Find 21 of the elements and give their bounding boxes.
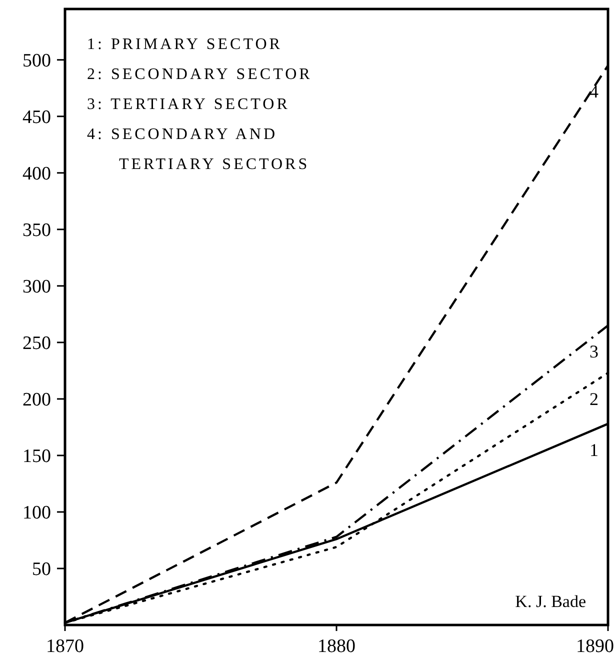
annotation: 4: SECONDARY AND TERTIARY SECTORS [87, 126, 310, 173]
y-tick-label: 100 [22, 502, 51, 524]
y-tick-label: 350 [22, 220, 51, 242]
y-tick-label: 50 [32, 559, 51, 580]
y-tick-label: 450 [22, 107, 51, 128]
annotation: 1: PRIMARY SECTOR [87, 36, 282, 53]
annotation: 2: SECONDARY SECTOR [87, 66, 312, 83]
series-label: 1 [590, 440, 598, 460]
y-tick-label: 250 [22, 333, 51, 354]
series-label: 2 [590, 388, 598, 409]
x-tick-label: 1880 [318, 636, 356, 657]
annotation: K. J. Bade [515, 592, 586, 611]
y-tick-label: 500 [22, 50, 51, 72]
y-tick-label: 300 [22, 276, 51, 298]
annotation: 3: TERTIARY SECTOR [87, 96, 290, 113]
y-tick-label: 200 [22, 390, 51, 411]
series-label: 3 [590, 341, 598, 362]
y-tick-label: 150 [22, 446, 51, 468]
x-tick-label: 1870 [46, 636, 84, 657]
y-tick-label: 400 [22, 164, 51, 185]
x-tick-label: 1890 [576, 636, 614, 657]
